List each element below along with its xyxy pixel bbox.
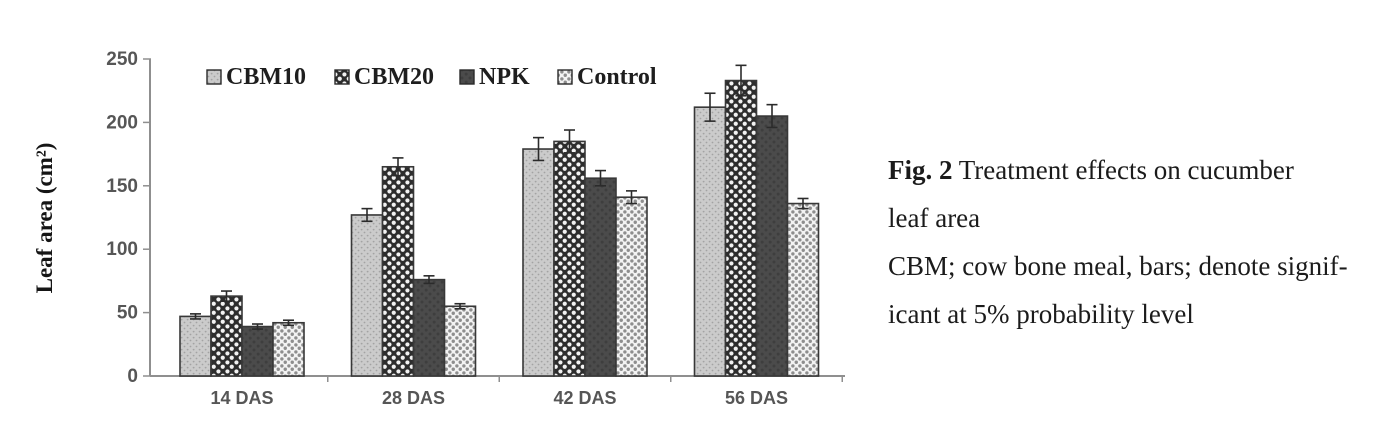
bar-cbm10-14-das xyxy=(179,315,212,377)
error-bar-cbm20-14-das xyxy=(221,290,232,302)
error-bar-control-56-das xyxy=(797,197,809,210)
error-bar-cbm10-28-das xyxy=(361,207,373,223)
legend-item-cbm10: CBM10 xyxy=(206,64,306,90)
x-label-42-das: 42 DAS xyxy=(553,388,616,408)
y-tick-label-100: 100 xyxy=(106,239,138,260)
legend-label-npk: NPK xyxy=(479,64,530,90)
error-bar-control-28-das xyxy=(454,302,466,310)
bar-npk-28-das xyxy=(412,278,446,377)
bar-npk-42-das xyxy=(584,177,617,377)
error-bar-cbm20-56-das xyxy=(735,64,747,97)
bar-control-42-das xyxy=(615,196,648,377)
caption-note-line-1: CBM; cow bone meal, bars; denote signif- xyxy=(888,251,1348,281)
x-label-28-das: 28 DAS xyxy=(382,388,445,408)
error-bar-cbm10-42-das xyxy=(533,136,544,162)
bar-control-28-das xyxy=(443,305,477,377)
legend-label-cbm10: CBM10 xyxy=(226,64,306,90)
error-bar-cbm10-56-das xyxy=(704,92,716,122)
error-bar-npk-56-das xyxy=(766,103,778,129)
legend-item-cbm20: CBM20 xyxy=(334,64,434,90)
legend-item-control: Control xyxy=(557,64,657,90)
error-bar-npk-14-das xyxy=(252,323,263,330)
legend-label-control: Control xyxy=(577,64,657,90)
bar-cbm10-28-das xyxy=(350,214,384,377)
bar-control-56-das xyxy=(786,202,820,377)
caption-note-line-2: icant at 5% probability level xyxy=(888,299,1194,329)
error-bar-cbm10-14-das xyxy=(190,313,201,320)
error-bar-control-42-das xyxy=(626,190,637,205)
error-bar-control-14-das xyxy=(283,319,294,327)
caption-fig-label: Fig. 2 xyxy=(888,155,953,185)
error-bar-cbm20-42-das xyxy=(564,129,575,154)
y-tick-label-50: 50 xyxy=(117,303,138,324)
y-tick-label-150: 150 xyxy=(106,176,138,197)
legend-marker-control xyxy=(557,69,573,85)
y-axis-label: Leaf area (cm²) xyxy=(32,143,57,294)
legend-marker-npk xyxy=(459,69,475,85)
bar-npk-14-das xyxy=(241,325,274,377)
error-bar-npk-28-das xyxy=(423,275,435,285)
legend-label-cbm20: CBM20 xyxy=(354,64,434,90)
bar-cbm20-28-das xyxy=(381,165,415,377)
caption-title-text: Treatment effects on cucumber xyxy=(952,155,1294,185)
legend-item-npk: NPK xyxy=(459,64,530,90)
bar-chart: 0 50 100 150 200 250 14 DAS 28 DAS 42 DAS 56 DAS C… xyxy=(32,49,845,408)
bar-cbm10-42-das xyxy=(522,148,555,377)
bar-cbm20-42-das xyxy=(553,140,586,377)
y-tick-label-250: 250 xyxy=(106,49,138,70)
bar-cbm10-56-das xyxy=(693,106,727,377)
caption-title-line-2: leaf area xyxy=(888,203,981,233)
legend-marker-cbm20 xyxy=(334,69,350,85)
x-label-56-das: 56 DAS xyxy=(725,388,788,408)
legend-marker-cbm10 xyxy=(206,69,222,85)
bar-cbm20-14-das xyxy=(210,295,243,377)
bar-npk-56-das xyxy=(755,115,789,377)
caption-title-line: Fig. 2 Treatment effects on cucumber xyxy=(888,146,1358,194)
y-tick-label-200: 200 xyxy=(106,112,138,133)
error-bar-cbm20-28-das xyxy=(392,157,404,177)
y-tick-label-0: 0 xyxy=(127,366,138,387)
x-label-14-das: 14 DAS xyxy=(210,388,273,408)
error-bar-npk-42-das xyxy=(595,169,606,187)
bar-control-14-das xyxy=(272,321,305,377)
bar-cbm20-56-das xyxy=(724,79,758,377)
figure-caption: Fig. 2 Treatment effects on cucumber lea… xyxy=(888,146,1358,338)
